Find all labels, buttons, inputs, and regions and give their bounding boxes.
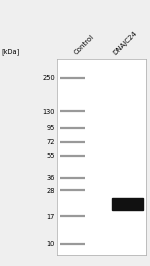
Text: Control: Control	[73, 34, 95, 56]
Bar	[112, 198, 143, 210]
Text: DNAJC24: DNAJC24	[112, 30, 138, 56]
Text: [kDa]: [kDa]	[2, 48, 20, 55]
